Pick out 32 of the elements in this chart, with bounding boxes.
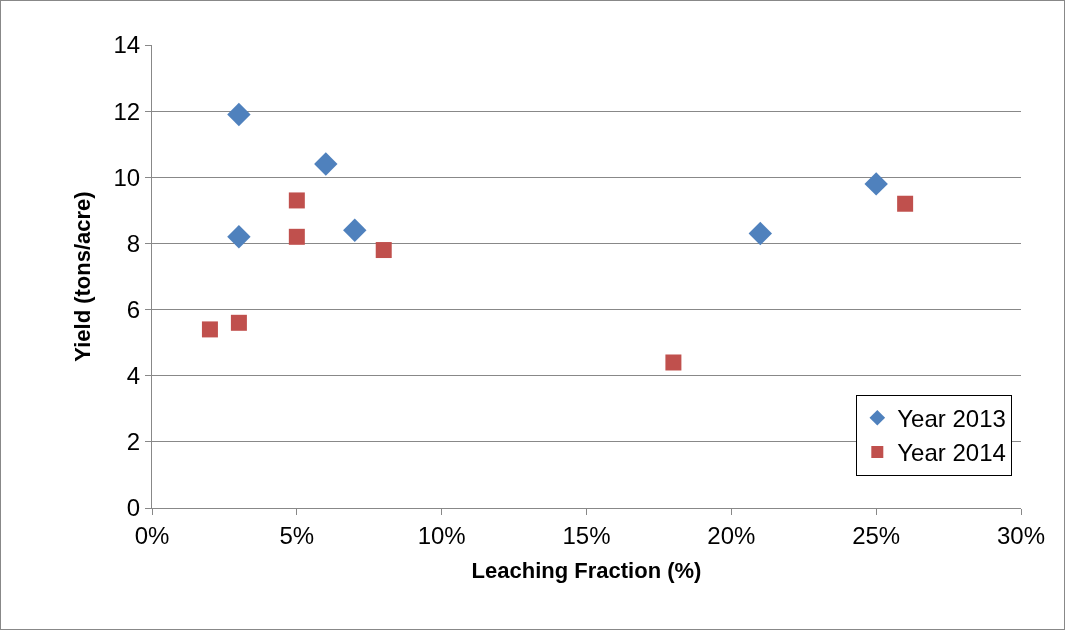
x-tick-label: 5% [279,521,315,549]
y-tick-label: 8 [126,229,141,257]
legend-label: Year 2013 [897,405,1006,433]
point [897,195,914,212]
point [230,314,247,331]
y-tick-label: 10 [113,163,141,191]
y-tick-label: 0 [126,494,141,522]
y-tick-label: 12 [113,97,141,125]
x-tick-label: 10% [417,521,466,549]
point [227,225,251,249]
y-tick-label: 4 [126,362,141,390]
point [314,152,338,176]
point [343,218,367,242]
x-tick-label: 30% [996,521,1046,549]
y-tick-label: 6 [126,295,141,323]
legend-label: Year 2014 [897,439,1006,467]
x-tick-label: 25% [852,521,901,549]
x-tick-label: 0% [134,521,170,549]
y-axis-title: Yield (tons/acre) [70,191,96,362]
x-tick-label: 15% [562,521,611,549]
x-axis-title: Leaching Fraction (%) [471,557,702,583]
y-tick-label: 14 [113,31,141,59]
x-tick-label: 20% [707,521,756,549]
point [864,172,888,196]
point [288,228,305,245]
y-tick-label: 2 [126,428,141,456]
point [288,192,305,209]
point [748,221,772,246]
point [227,102,251,127]
point [375,242,392,259]
point [665,354,682,371]
point [201,321,218,338]
